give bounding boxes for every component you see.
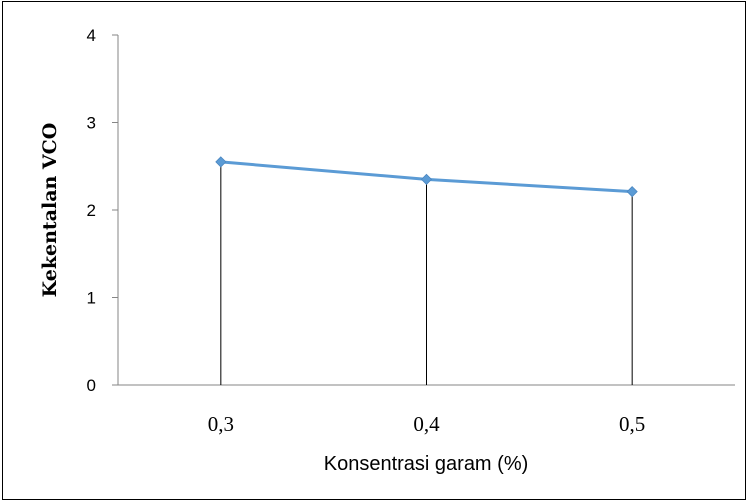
series	[215, 156, 638, 198]
x-tick-label: 0,3	[208, 412, 234, 436]
y-tick-label: 2	[87, 201, 96, 220]
x-axis: 0,3 0,4 0,5	[118, 384, 735, 436]
x-axis-label: Konsentrasi garam (%)	[324, 453, 529, 475]
data-point	[626, 186, 638, 198]
x-tick-label: 0,5	[619, 412, 645, 436]
x-tick-label: 0,4	[413, 412, 440, 436]
drop-lines	[220, 161, 633, 385]
y-axis-label: Kekentalan VCO	[39, 123, 61, 298]
y-tick-label: 1	[87, 289, 96, 308]
axis-labels: Konsentrasi garam (%) Kekentalan VCO	[39, 123, 528, 475]
data-point	[215, 156, 227, 168]
y-tick-label: 0	[87, 376, 96, 395]
y-tick-label: 4	[87, 26, 96, 45]
data-point	[420, 173, 433, 185]
y-axis: 0 1 2 3 4	[87, 26, 119, 395]
y-tick-label: 3	[87, 114, 96, 133]
